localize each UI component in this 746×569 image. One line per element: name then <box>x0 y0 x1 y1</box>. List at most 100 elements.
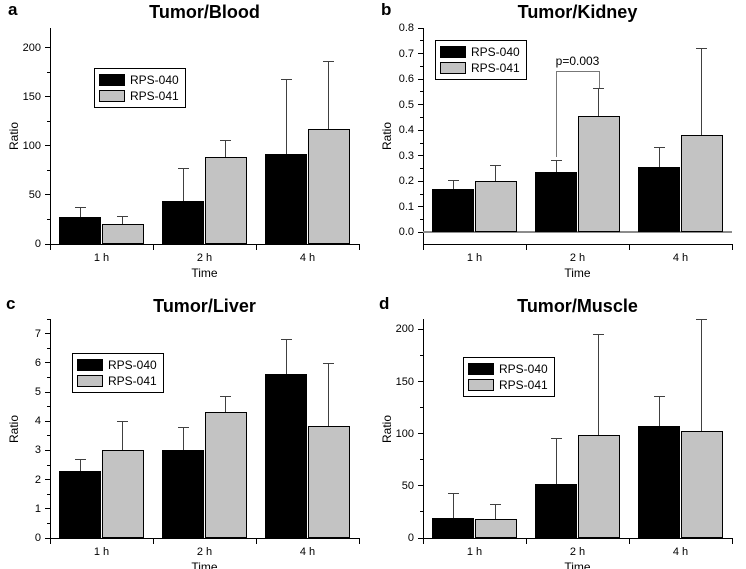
panel-letter: a <box>8 0 18 19</box>
error-bar-cap <box>220 139 232 141</box>
error-bar <box>285 79 287 154</box>
bar-rps-041-4h <box>307 425 351 538</box>
x-tick <box>731 245 733 250</box>
y-minor-tick <box>47 522 50 524</box>
y-minor-tick <box>420 65 423 67</box>
error-bar <box>598 88 600 117</box>
x-axis-title: Time <box>191 266 218 280</box>
panel-c: c Tumor/Liver 0 1 2 3 4 5 6 7 1 h 2 h 4 h Time Ratio RP… <box>0 285 373 569</box>
x-tick <box>152 539 154 544</box>
significance-bracket-top <box>556 71 599 73</box>
error-bar <box>452 180 454 190</box>
bar-rps-041-2h <box>577 434 621 538</box>
x-axis-title: Time <box>191 560 218 569</box>
y-tick-label: 0 <box>34 532 41 544</box>
x-category-label: 1 h <box>466 252 483 264</box>
error-bar <box>701 319 703 431</box>
error-bar <box>555 159 557 173</box>
legend-swatch-rps-041 <box>99 90 125 102</box>
y-axis-title: Ratio <box>7 414 21 443</box>
error-bar-cap <box>220 396 232 398</box>
bar-rps-040-2h <box>534 483 578 538</box>
bar-rps-041-2h <box>577 116 621 233</box>
x-category-label: 2 h <box>196 546 213 558</box>
x-category-label: 2 h <box>569 252 586 264</box>
error-bar-cap <box>653 146 665 148</box>
panel-b: b Tumor/Kidney 0.0 0.1 0.2 0.3 0.4 0.5 0.6 0.7 0.8… <box>373 0 746 285</box>
error-bar-cap <box>490 503 502 505</box>
bar-rps-040-1h <box>58 216 102 244</box>
y-major-tick <box>418 231 423 233</box>
error-bar-cap <box>490 164 502 166</box>
legend-row: RPS-040 <box>440 44 520 60</box>
bar-rps-041-1h <box>474 181 518 233</box>
x-tick <box>358 539 360 544</box>
legend-label: RPS-040 <box>499 361 548 376</box>
y-minor-tick <box>47 376 50 378</box>
legend-label: RPS-041 <box>471 60 520 75</box>
y-major-tick <box>418 381 423 383</box>
x-axis-title: Time <box>564 266 591 280</box>
y-major-tick <box>45 391 50 393</box>
error-bar-cap <box>323 362 335 364</box>
y-minor-tick <box>420 142 423 144</box>
error-bar-cap <box>550 437 562 439</box>
significance-label: p=0.003 <box>555 54 600 69</box>
x-axis <box>423 538 733 539</box>
chart-title: Tumor/Muscle <box>517 296 638 316</box>
y-tick-label: 1 <box>34 502 41 515</box>
error-bar <box>285 339 287 375</box>
y-minor-tick <box>420 459 423 461</box>
bar-rps-040-1h <box>431 189 475 233</box>
legend-swatch-rps-041 <box>77 375 103 387</box>
y-tick-label: 0.8 <box>398 22 414 34</box>
significance-bracket-left-leg <box>556 71 558 158</box>
x-tick <box>525 539 527 544</box>
zero-line <box>423 231 732 234</box>
x-category-label: 1 h <box>93 252 110 264</box>
y-minor-tick <box>420 193 423 195</box>
error-bar <box>328 362 330 426</box>
y-minor-tick <box>47 318 50 320</box>
y-minor-tick <box>420 40 423 42</box>
y-minor-tick <box>47 218 50 220</box>
panel-letter: c <box>6 294 16 313</box>
significance-bracket-right-leg <box>598 71 600 89</box>
x-axis-title: Time <box>564 560 591 569</box>
error-bar <box>79 459 81 471</box>
error-bar-cap <box>117 215 129 217</box>
y-major-tick <box>418 328 423 330</box>
x-tick <box>628 245 630 250</box>
y-tick-label: 0 <box>407 532 414 544</box>
y-major-tick <box>45 362 50 364</box>
x-tick <box>731 539 733 544</box>
error-bar-cap <box>696 48 708 50</box>
legend-row: RPS-041 <box>77 373 157 389</box>
y-minor-tick <box>47 347 50 349</box>
legend-swatch-rps-041 <box>468 379 494 391</box>
y-axis-title: Ratio <box>380 414 394 443</box>
error-bar <box>701 48 703 136</box>
y-major-tick <box>45 47 50 49</box>
panel-d: d Tumor/Muscle 0 50 100 150 200 1 h 2 h 4 h Time Ra… <box>373 285 746 569</box>
y-tick-label: 0.3 <box>398 149 414 162</box>
bar-rps-041-1h <box>101 450 145 538</box>
error-bar <box>182 168 184 201</box>
x-tick <box>422 539 424 544</box>
y-tick-label: 0.6 <box>398 73 414 86</box>
y-tick-label: 6 <box>34 356 41 369</box>
legend-row: RPS-040 <box>77 357 157 373</box>
x-axis <box>50 244 360 245</box>
y-major-tick <box>418 104 423 106</box>
y-major-tick <box>418 485 423 487</box>
x-tick <box>525 245 527 250</box>
bar-rps-041-1h <box>101 224 145 244</box>
y-tick-label: 200 <box>22 41 41 54</box>
y-minor-tick <box>420 355 423 356</box>
error-bar-cap <box>323 61 335 63</box>
y-major-tick <box>418 53 423 55</box>
y-minor-tick <box>420 219 423 221</box>
error-bar <box>598 333 600 435</box>
legend-swatch-rps-040 <box>99 74 125 86</box>
